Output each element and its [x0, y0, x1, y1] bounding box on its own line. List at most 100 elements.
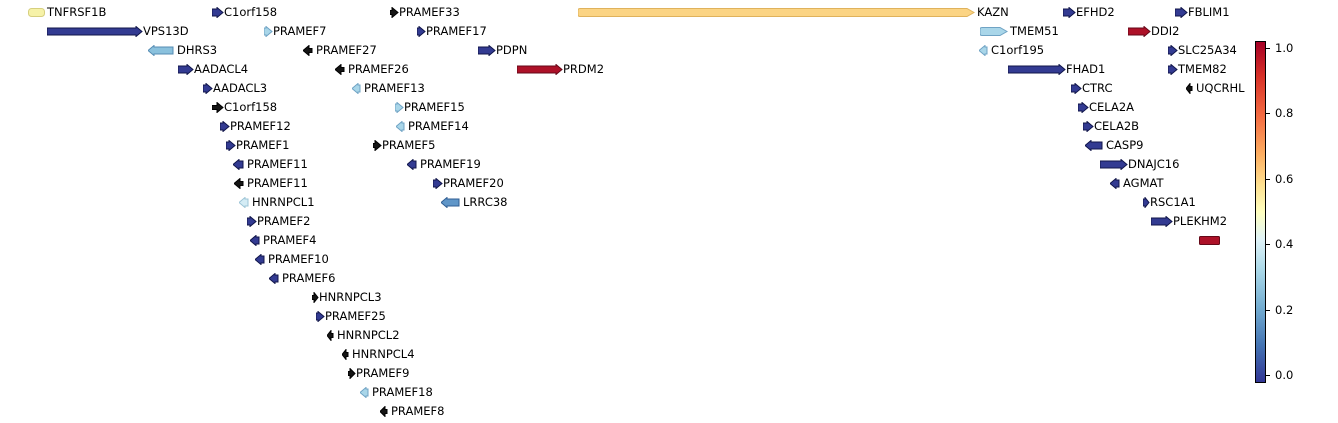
gene-aadacl4: AADACL4 — [178, 61, 249, 76]
gene-label: PDPN — [496, 42, 528, 57]
gene-pramef7: PRAMEF7 — [264, 23, 327, 38]
gene-label: EFHD2 — [1076, 4, 1115, 19]
gene-hnrnpcl1: HNRNPCL1 — [239, 194, 315, 209]
gene-label: PRAMEF18 — [372, 384, 433, 399]
gene-arrow-icon — [1100, 158, 1128, 170]
gene-label: HNRNPCL4 — [352, 346, 415, 361]
gene-arrow-icon — [417, 25, 426, 37]
gene-pramef13: PRAMEF13 — [352, 80, 425, 95]
gene-label: C1orf158 — [224, 99, 278, 114]
gene-tnfrsf1b: TNFRSF1B — [28, 4, 107, 19]
colorbar-tick-mark — [1266, 244, 1270, 246]
gene-arrow-icon — [1008, 63, 1066, 75]
gene-box-icon — [28, 7, 45, 17]
gene-cela2b: CELA2B — [1083, 120, 1139, 132]
gene-arrow-icon — [1168, 63, 1178, 75]
gene-pramef14: PRAMEF14 — [396, 118, 469, 133]
gene-box-icon — [1199, 235, 1220, 245]
gene-arrow-icon — [390, 6, 399, 18]
gene-arrow-icon — [220, 120, 230, 132]
gene-arrow-icon — [239, 196, 249, 208]
gene-label: DNAJC16 — [1128, 156, 1180, 171]
gene-label: PRAMEF20 — [443, 175, 504, 190]
gene-label: PRAMEF13 — [364, 80, 425, 95]
gene-arrow-icon — [212, 6, 224, 18]
gene-label: TMEM82 — [1178, 61, 1227, 76]
gene-arrow-icon — [1083, 120, 1094, 132]
colorbar-tick-label: 0.6 — [1275, 171, 1294, 186]
gene-arrow-icon — [1078, 101, 1089, 113]
gene-label: TMEM51 — [1010, 23, 1059, 38]
gene-tmem51: TMEM51 — [980, 23, 1059, 38]
gene-arrow-icon — [360, 386, 369, 398]
gene-arrow-icon — [250, 234, 260, 246]
gene-hnrnpcl4: HNRNPCL4 — [342, 346, 415, 361]
colorbar-gradient — [1255, 41, 1266, 383]
gene-label: CELA2A — [1089, 99, 1135, 114]
gene-arrow-icon — [517, 63, 563, 75]
gene-label: C1orf158 — [224, 4, 278, 19]
gene-pramef4: PRAMEF4 — [250, 232, 317, 247]
gene-label: CASP9 — [1106, 137, 1144, 152]
colorbar-tick-mark — [1266, 113, 1270, 115]
gene-label: PRAMEF11 — [247, 156, 308, 171]
gene-label: PRAMEF17 — [426, 23, 487, 38]
gene-tmem82: TMEM82 — [1168, 61, 1227, 76]
gene-dnajc16: DNAJC16 — [1100, 156, 1180, 171]
gene-arrow-icon — [1151, 215, 1173, 227]
gene-label: C1orf195 — [991, 42, 1045, 57]
colorbar-tick-label: 1.0 — [1275, 40, 1294, 55]
gene-arrow-icon — [233, 158, 244, 170]
gene-arrow-icon — [212, 101, 224, 113]
gene-label: FHAD1 — [1066, 61, 1106, 76]
gene-efhd2: EFHD2 — [1063, 4, 1115, 19]
gene-label: KAZN — [977, 4, 1009, 19]
gene-pramef9: PRAMEF9 — [348, 367, 409, 379]
gene-pramef25: PRAMEF25 — [316, 310, 386, 322]
colorbar-tick-label: 0.0 — [1275, 368, 1294, 382]
gene-unlabeled-block — [1199, 235, 1221, 246]
gene-label: AADACL3 — [213, 80, 268, 95]
gene-pramef5: PRAMEF5 — [373, 139, 435, 151]
gene-arrow-icon — [316, 310, 325, 322]
gene-arrow-icon — [1128, 25, 1151, 37]
gene-ctrc: CTRC — [1071, 82, 1113, 94]
colorbar-tick-mark — [1266, 375, 1270, 377]
gene-arrow-icon — [247, 215, 257, 227]
gene-arrow-icon — [979, 44, 988, 56]
gene-label: PRAMEF12 — [230, 118, 291, 133]
gene-label: LRRC38 — [463, 194, 508, 209]
gene-arrow-icon — [478, 44, 496, 56]
gene-arrow-icon — [264, 25, 273, 37]
gene-label: HNRNPCL1 — [252, 194, 315, 209]
gene-plekhm2: PLEKHM2 — [1151, 215, 1227, 227]
gene-arrow-icon — [327, 329, 334, 341]
gene-arrow-icon — [433, 177, 443, 189]
gene-label: AADACL4 — [194, 61, 249, 76]
gene-arrow-icon — [1085, 139, 1103, 151]
gene-pramef10: PRAMEF10 — [255, 253, 329, 265]
gene-arrow-icon — [441, 196, 460, 208]
gene-uqcrhl: UQCRHL — [1186, 80, 1245, 95]
gene-ddi2: DDI2 — [1128, 25, 1179, 37]
gene-label: PRAMEF15 — [404, 99, 465, 114]
gene-label: UQCRHL — [1196, 80, 1245, 95]
gene-arrow-icon — [226, 139, 236, 151]
colorbar-tick-mark — [1266, 309, 1270, 311]
gene-hnrnpcl2: HNRNPCL2 — [327, 329, 400, 341]
gene-c1orf158: C1orf158 — [212, 99, 278, 114]
gene-arrow-icon — [303, 44, 313, 56]
gene-label: PRAMEF6 — [282, 270, 336, 285]
gene-prdm2: PRDM2 — [517, 61, 605, 76]
gene-label: PRAMEF14 — [408, 118, 469, 133]
gene-label: PRAMEF7 — [273, 23, 327, 38]
gene-arrow-icon — [269, 272, 279, 284]
gene-label: PRDM2 — [563, 61, 605, 76]
gene-label: PRAMEF4 — [263, 232, 317, 247]
gene-cela2a: CELA2A — [1078, 99, 1135, 114]
gene-arrow-icon — [203, 82, 213, 94]
gene-arrow-icon — [373, 139, 382, 151]
gene-label: TNFRSF1B — [47, 4, 107, 19]
gene-pramef6: PRAMEF6 — [269, 270, 336, 285]
gene-c1orf195: C1orf195 — [979, 42, 1045, 57]
